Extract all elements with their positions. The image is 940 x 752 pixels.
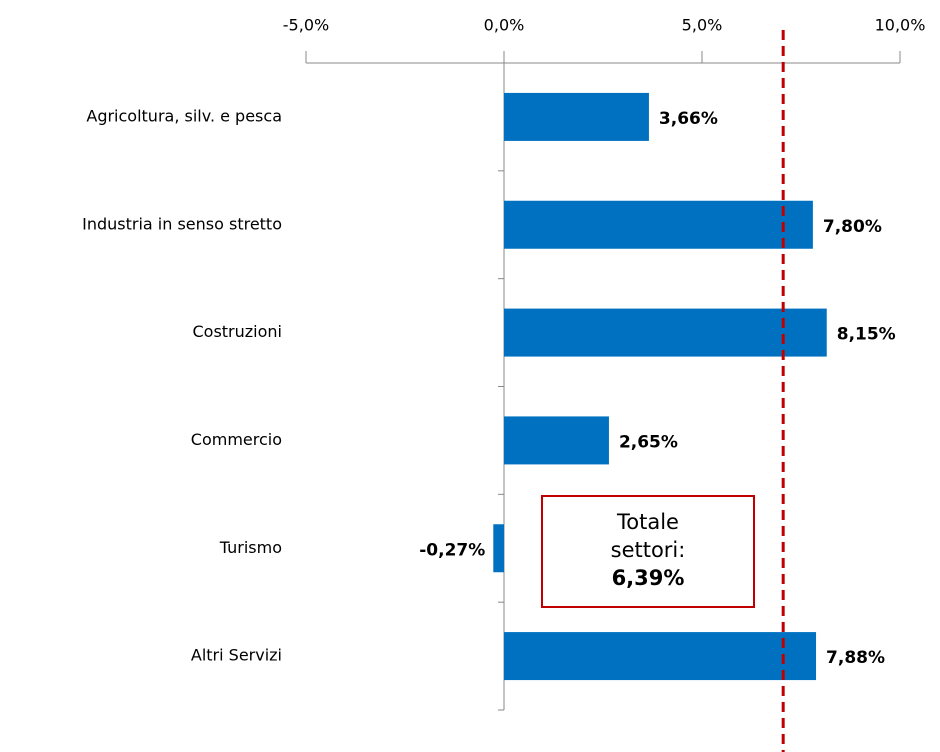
annotation-text: settori: — [611, 538, 686, 562]
value-label: 2,65% — [619, 432, 678, 452]
bar — [493, 524, 504, 573]
value-label: 8,15% — [837, 325, 896, 345]
x-tick-label: 5,0% — [682, 16, 723, 35]
value-label: -0,27% — [419, 540, 485, 560]
category-label: Costruzioni — [192, 322, 282, 341]
bar — [504, 200, 813, 249]
x-tick-label: 0,0% — [484, 16, 525, 35]
bar — [504, 308, 827, 357]
value-label: 3,66% — [659, 109, 718, 129]
bar — [504, 92, 649, 141]
annotation-text: Totale — [616, 510, 679, 534]
x-tick-label: 10,0% — [875, 16, 926, 35]
value-label: 7,88% — [826, 648, 885, 668]
category-label: Commercio — [191, 430, 282, 449]
category-label: Agricoltura, silv. e pesca — [86, 106, 282, 125]
category-label: Altri Servizi — [191, 646, 282, 665]
x-tick-label: -5,0% — [283, 16, 329, 35]
category-label: Industria in senso stretto — [82, 214, 282, 233]
bar — [504, 416, 609, 465]
annotation-text: 6,39% — [612, 566, 685, 590]
bar — [504, 632, 817, 681]
category-label: Turismo — [219, 538, 282, 557]
annotation-box — [541, 495, 755, 608]
value-label: 7,80% — [823, 217, 882, 237]
